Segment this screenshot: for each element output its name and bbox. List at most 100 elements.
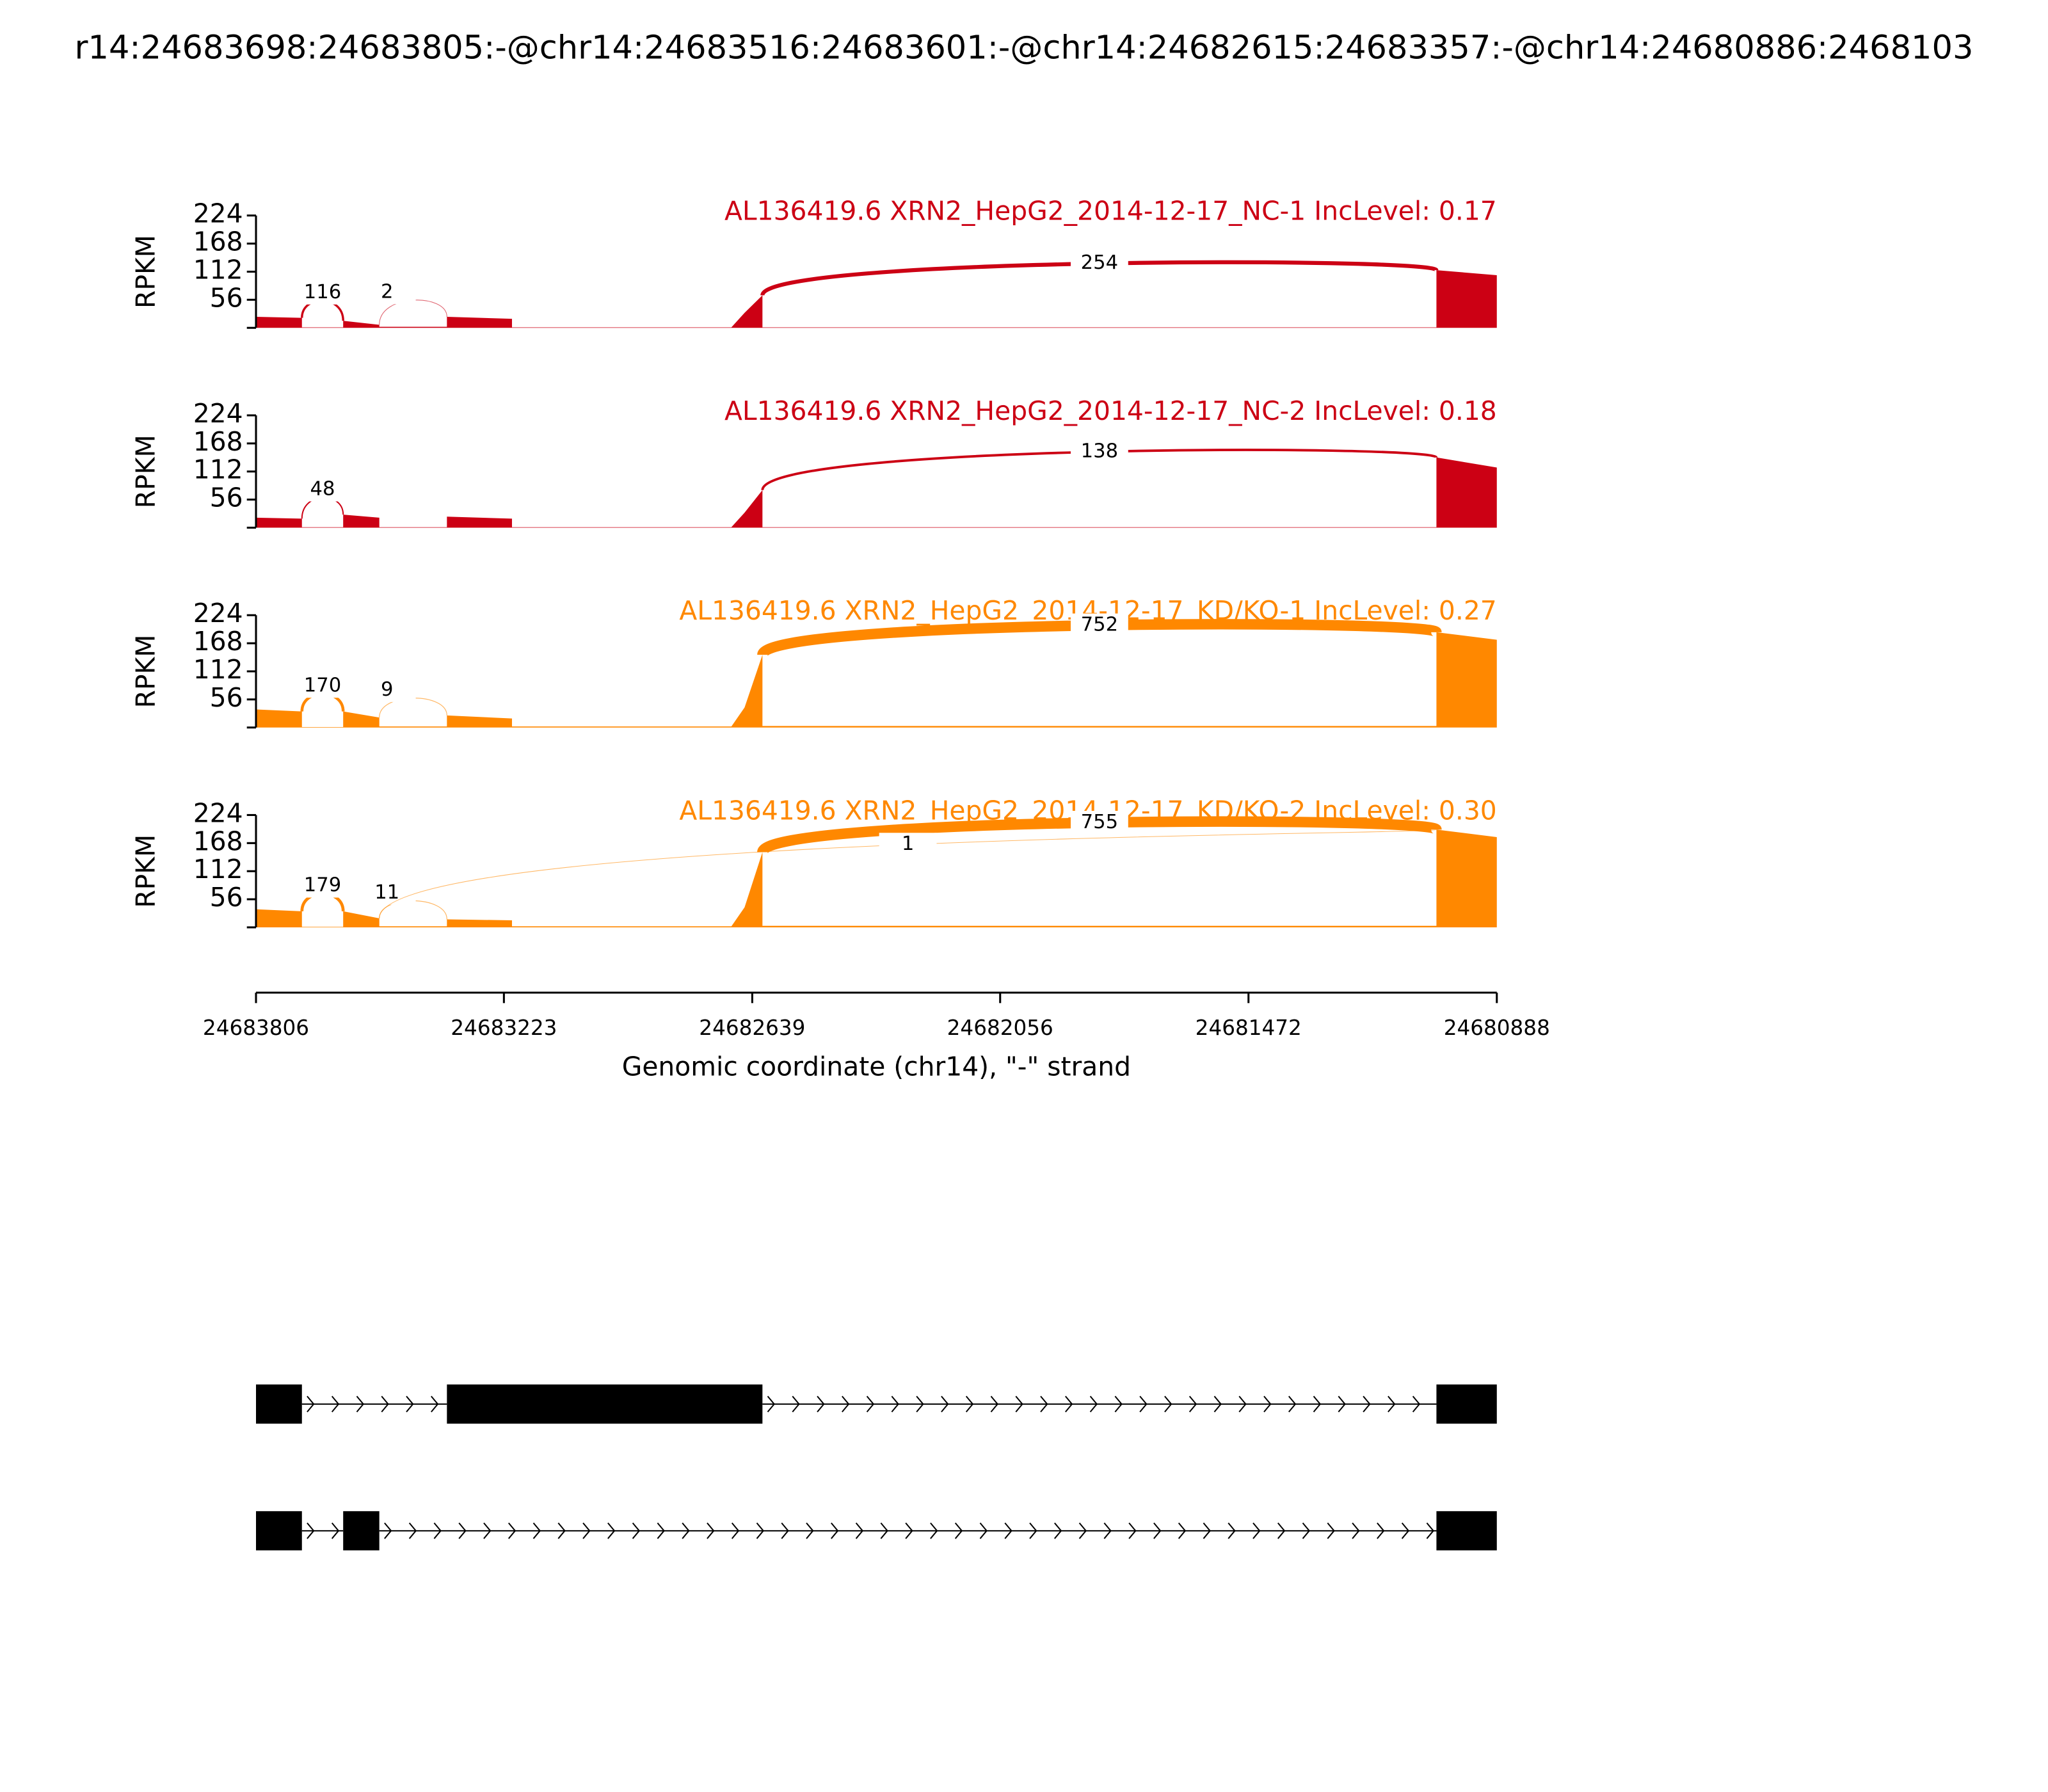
junction-label: 9 <box>381 678 393 701</box>
y-tick-label: 112 <box>193 854 243 884</box>
x-tick-label: 24683223 <box>451 1016 557 1040</box>
junction-label-bg <box>1070 613 1128 637</box>
junction-label-bg <box>1070 440 1128 464</box>
coverage-area <box>256 829 1497 927</box>
x-tick-label: 24680888 <box>1444 1016 1550 1040</box>
x-tick-label: 24682639 <box>699 1016 805 1040</box>
strand-arrow <box>1388 1395 1396 1412</box>
strand-arrow <box>1153 1522 1162 1539</box>
strand-arrow <box>384 1522 392 1539</box>
strand-arrow <box>891 1395 899 1412</box>
strand-arrow <box>1004 1522 1012 1539</box>
strand-arrow <box>1178 1522 1187 1539</box>
chart-title: r14:24683698:24683805:-@chr14:24683516:2… <box>75 29 1974 67</box>
strand-arrow <box>731 1522 740 1539</box>
x-tick-label: 24681472 <box>1196 1016 1302 1040</box>
strand-arrow <box>1015 1395 1023 1412</box>
junction-label-bg <box>294 874 351 898</box>
junction-label-bg <box>294 674 351 698</box>
junction-label-bg <box>879 833 937 857</box>
junction-label: 755 <box>1081 811 1118 833</box>
strand-arrow <box>1401 1522 1410 1539</box>
junction-label: 116 <box>304 281 341 303</box>
junction-label-bg <box>294 477 351 502</box>
junction-label: 11 <box>374 881 399 904</box>
coverage-area <box>256 270 1497 328</box>
coverage-area <box>256 632 1497 728</box>
strand-arrow <box>1065 1395 1073 1412</box>
y-tick-label: 224 <box>193 198 243 229</box>
x-axis-label: Genomic coordinate (chr14), "-" strand <box>622 1051 1131 1082</box>
strand-arrow <box>707 1522 715 1539</box>
exon <box>447 1384 763 1424</box>
strand-arrow <box>842 1395 850 1412</box>
y-tick-label: 112 <box>193 654 243 685</box>
strand-arrow <box>356 1395 365 1412</box>
strand-arrow <box>1188 1395 1197 1412</box>
junction-label: 179 <box>304 874 341 897</box>
strand-arrow <box>1203 1522 1211 1539</box>
x-tick-label: 24683806 <box>203 1016 309 1040</box>
y-axis-label: RPKM <box>131 235 161 308</box>
strand-arrow <box>930 1522 938 1539</box>
strand-arrow <box>1089 1395 1098 1412</box>
panel-title: AL136419.6 XRN2_HepG2_2014-12-17_NC-1 In… <box>724 196 1497 227</box>
strand-arrow <box>1228 1522 1236 1539</box>
strand-arrow <box>483 1522 492 1539</box>
exon <box>256 1384 302 1424</box>
strand-arrow <box>381 1395 389 1412</box>
strand-arrow <box>1164 1395 1172 1412</box>
coverage-area <box>256 457 1497 528</box>
strand-arrow <box>1103 1522 1112 1539</box>
junction-label: 138 <box>1081 440 1118 462</box>
strand-arrow <box>905 1522 913 1539</box>
strand-arrow <box>682 1522 690 1539</box>
strand-arrow <box>880 1522 888 1539</box>
junction-label: 752 <box>1081 613 1118 636</box>
strand-arrow <box>756 1522 765 1539</box>
strand-arrow <box>632 1522 641 1539</box>
strand-arrow <box>1114 1395 1123 1412</box>
strand-arrow <box>1238 1395 1247 1412</box>
y-tick-label: 56 <box>210 682 243 713</box>
strand-arrow <box>1213 1395 1222 1412</box>
strand-arrow <box>781 1522 789 1539</box>
strand-arrow <box>1040 1395 1048 1412</box>
strand-arrow <box>767 1395 776 1412</box>
strand-arrow <box>831 1522 839 1539</box>
strand-arrow <box>1363 1395 1371 1412</box>
strand-arrow <box>855 1522 864 1539</box>
strand-arrow <box>1377 1522 1385 1539</box>
strand-arrow <box>1128 1522 1137 1539</box>
junction-label: 1 <box>902 833 914 855</box>
strand-arrow <box>806 1522 814 1539</box>
strand-arrow <box>1277 1522 1286 1539</box>
strand-arrow <box>1426 1522 1434 1539</box>
strand-arrow <box>916 1395 924 1412</box>
strand-arrow <box>307 1395 315 1412</box>
panel-title: AL136419.6 XRN2_HepG2_2014-12-17_NC-2 In… <box>724 396 1497 426</box>
y-tick-label: 56 <box>210 882 243 913</box>
y-axis-label: RPKM <box>131 835 161 908</box>
strand-arrow <box>307 1522 315 1539</box>
junction-label-bg <box>358 280 416 305</box>
junction-label: 48 <box>310 478 335 500</box>
strand-arrow <box>1338 1395 1346 1412</box>
y-tick-label: 112 <box>193 254 243 285</box>
strand-arrow <box>792 1395 800 1412</box>
y-tick-label: 224 <box>193 598 243 628</box>
strand-arrow <box>431 1395 439 1412</box>
exon <box>343 1511 380 1551</box>
strand-arrow <box>331 1522 340 1539</box>
strand-arrow <box>433 1522 442 1539</box>
y-tick-label: 168 <box>193 626 243 657</box>
y-tick-label: 168 <box>193 426 243 457</box>
exon <box>1436 1384 1497 1424</box>
strand-arrow <box>979 1522 988 1539</box>
strand-arrow <box>532 1522 541 1539</box>
junction-label: 170 <box>304 674 341 696</box>
strand-arrow <box>557 1522 566 1539</box>
junction-label-bg <box>1070 252 1128 276</box>
strand-arrow <box>1029 1522 1037 1539</box>
